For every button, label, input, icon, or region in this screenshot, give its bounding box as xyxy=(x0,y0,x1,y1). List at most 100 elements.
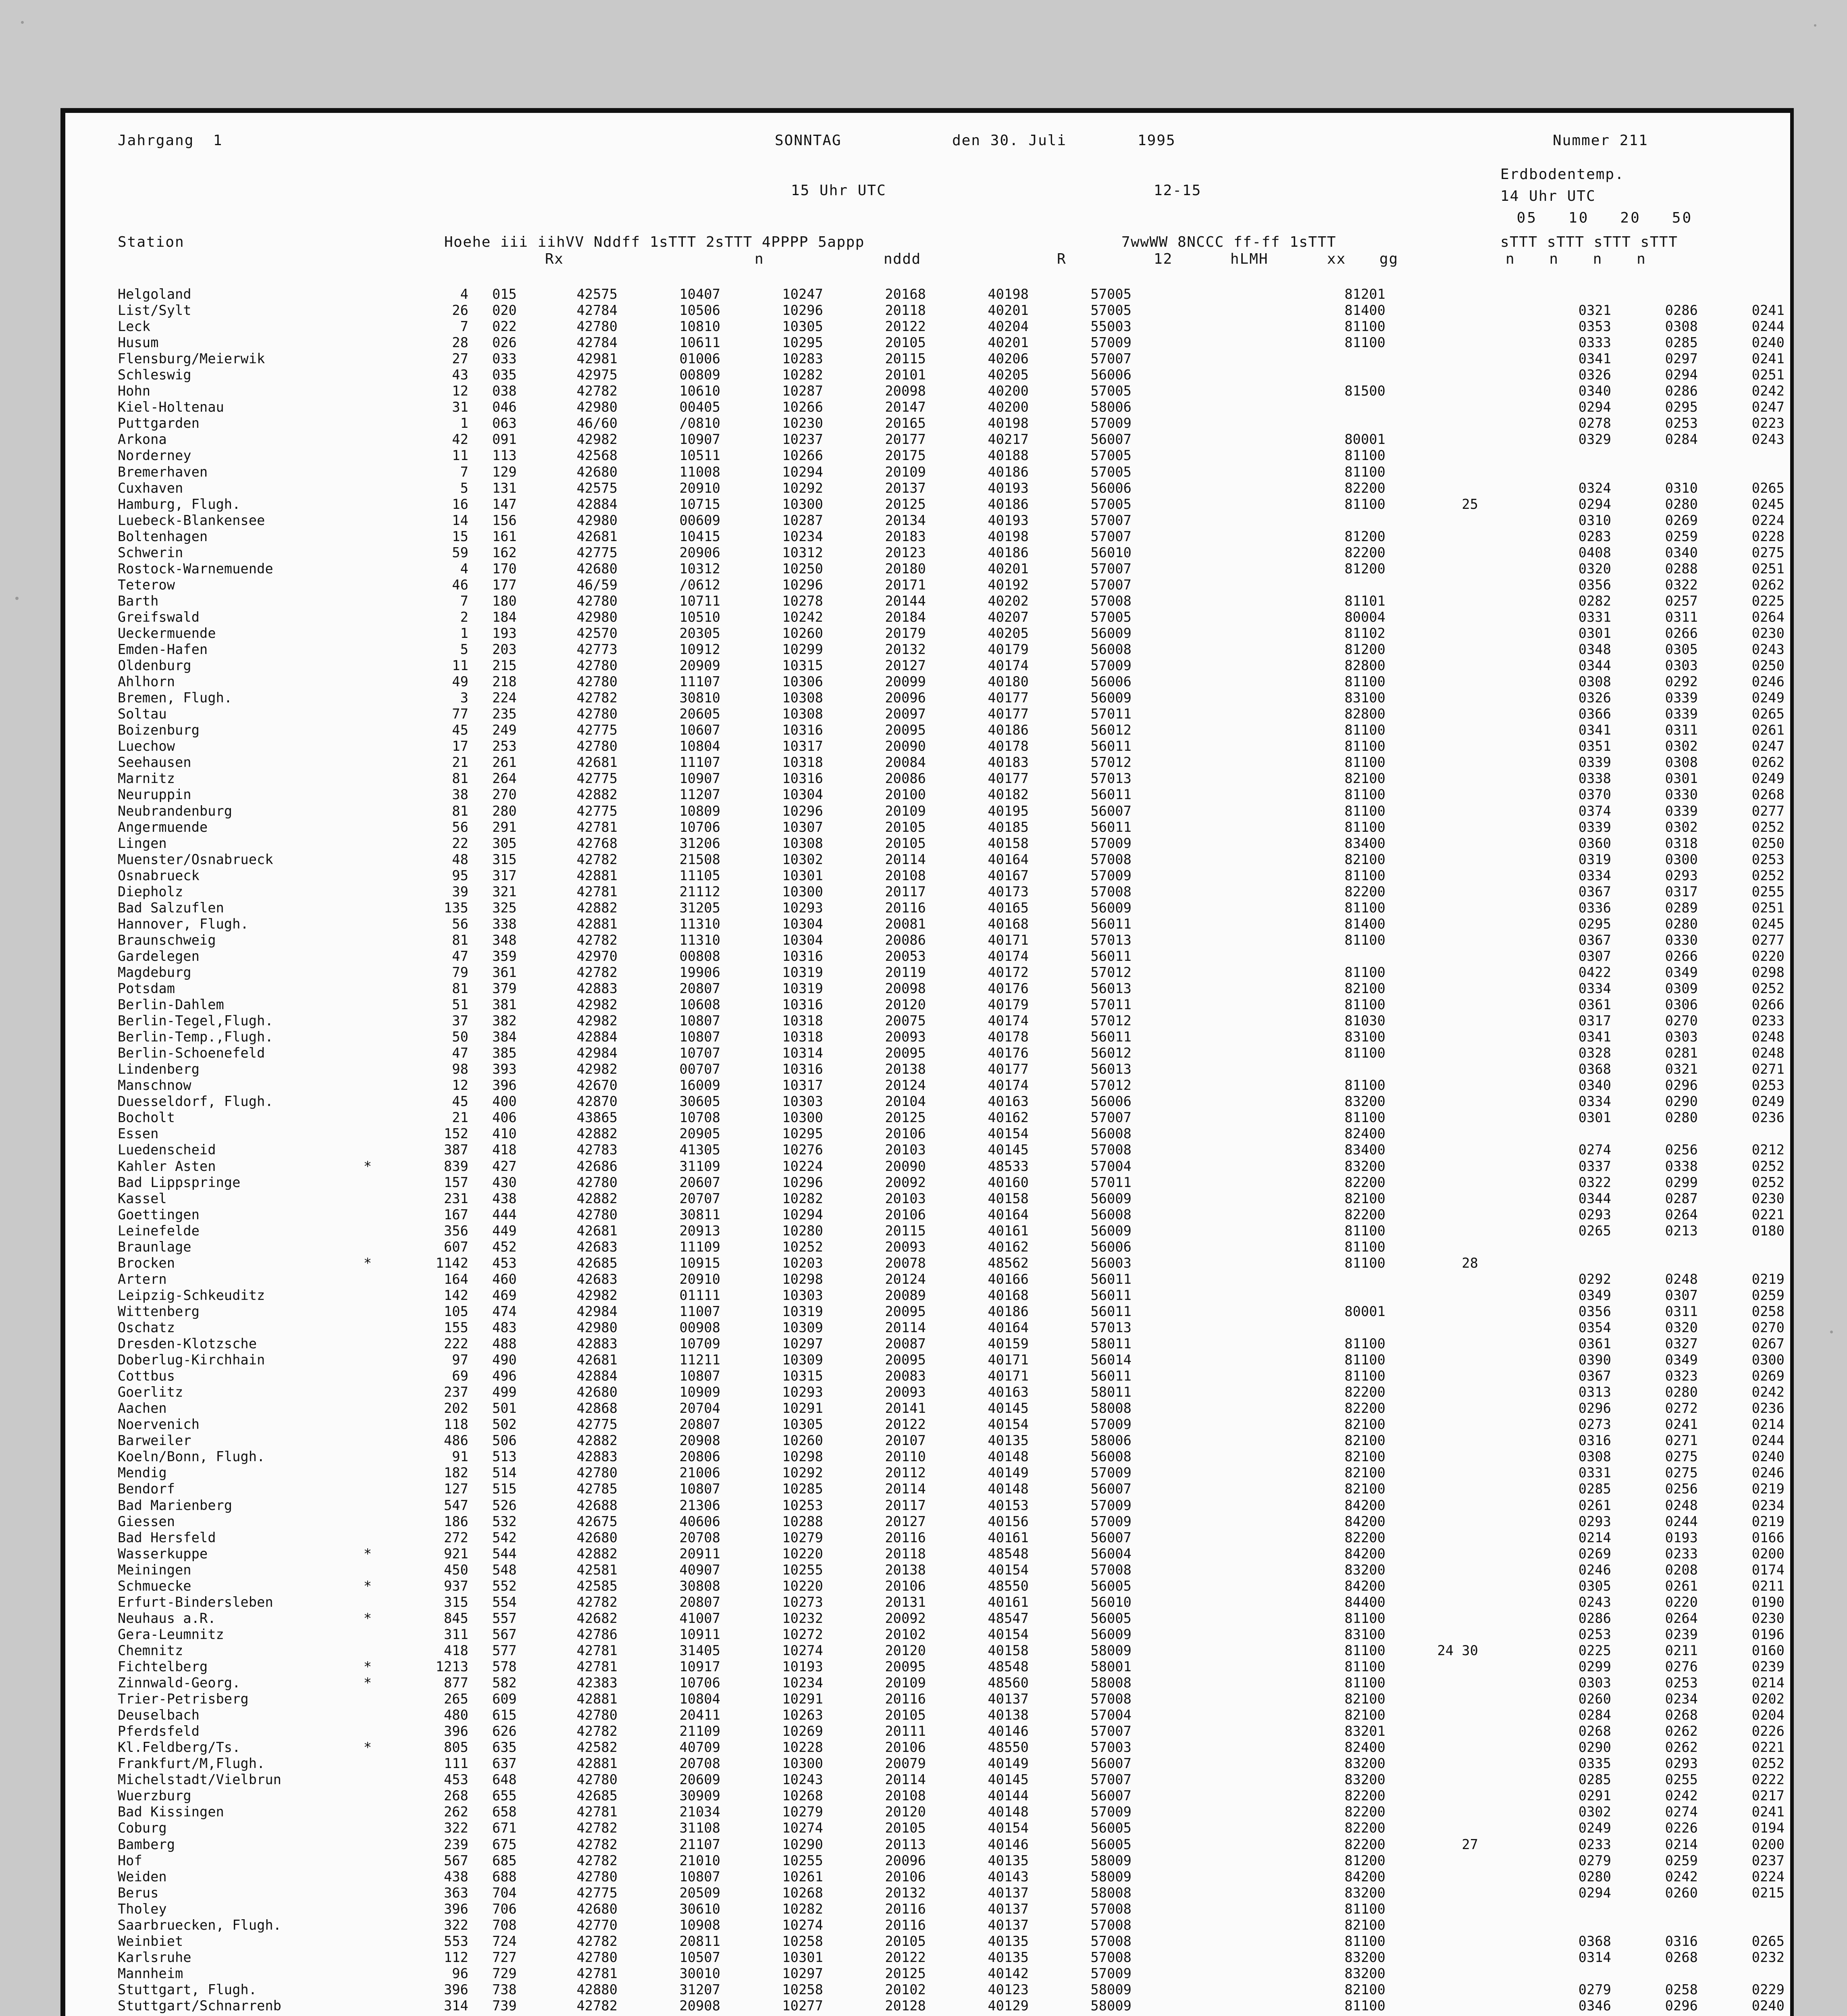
observation-code: 10301 xyxy=(782,1949,823,1965)
observation-code: 20086 xyxy=(885,771,926,787)
station-name: Goerlitz xyxy=(118,1384,183,1400)
observation-code: 10317 xyxy=(782,738,823,754)
station-name: Coburg xyxy=(118,1820,167,1836)
observation-code: 20106 xyxy=(885,1578,926,1594)
observation-code: 81100 xyxy=(1344,803,1385,819)
observation-code: 82100 xyxy=(1344,1691,1385,1707)
station-name: Chemnitz xyxy=(118,1642,183,1658)
observation-code: 10610 xyxy=(679,383,720,399)
observation-code: 0241 xyxy=(1665,1416,1698,1433)
observation-code: 31207 xyxy=(679,1981,720,1997)
observation-code: 40174 xyxy=(988,658,1029,674)
observation-code: 42781 xyxy=(576,1804,618,1820)
observation-code: 0294 xyxy=(1578,399,1611,415)
observation-code: 10318 xyxy=(782,1029,823,1045)
observation-code: 20124 xyxy=(885,1077,926,1093)
observation-code: 20123 xyxy=(885,544,926,560)
observation-code: 57012 xyxy=(1090,1077,1131,1093)
observation-code: 410 xyxy=(492,1126,517,1142)
observation-code: 26 xyxy=(452,302,468,319)
observation-code: 81030 xyxy=(1344,1013,1385,1029)
table-row: Trier-Petrisberg 265 609 42881 10804 10291 201… xyxy=(65,1691,1790,1707)
observation-code: 83200 xyxy=(1344,1949,1385,1965)
observation-code: 0390 xyxy=(1578,1352,1611,1368)
observation-code: 20090 xyxy=(885,738,926,754)
observation-code: 0261 xyxy=(1665,1578,1698,1594)
observation-code: 42780 xyxy=(517,2014,618,2016)
observation-code: 82200 xyxy=(1344,544,1385,560)
observation-code: 0286 xyxy=(1665,383,1698,399)
observation-code: 577 xyxy=(492,1642,517,1658)
observation-code: 42581 xyxy=(576,1562,618,1578)
station-name: Berlin-Tegel,Flugh. xyxy=(118,1013,273,1029)
table-row: Zinnwald-Georg. * 877 582 42383 10706 10234 201… xyxy=(65,1675,1790,1691)
observation-code: 1142 xyxy=(435,1255,468,1271)
observation-code: 10917 xyxy=(679,1658,720,1674)
observation-code: 0259 xyxy=(1665,528,1698,544)
observation-code: 83200 xyxy=(1344,1885,1385,1901)
observation-code: 231 xyxy=(444,1190,468,1206)
observation-code: 56009 xyxy=(1090,690,1131,706)
observation-code: 0230 xyxy=(1751,1190,1785,1206)
observation-code: 20102 xyxy=(885,1981,926,1997)
observation-code: 00809 xyxy=(679,367,720,383)
observation-code: 0275 xyxy=(1751,544,1785,560)
observation-code: 56011 xyxy=(1090,1368,1131,1384)
observation-code: 839 xyxy=(444,1158,468,1174)
observation-code: 20103 xyxy=(885,1142,926,1158)
table-row: Lindenberg 98 393 42982 00707 10316 20138 40177… xyxy=(65,1061,1790,1077)
observation-code: 40200 xyxy=(988,383,1029,399)
observation-code: 40167 xyxy=(988,867,1029,883)
station-name: Hannover, Flugh. xyxy=(118,916,249,932)
station-name: Oehringen xyxy=(65,2014,343,2016)
column-header-soil-sttt: sTTT sTTT sTTT sTTT xyxy=(1500,234,1678,250)
observation-code: 022 xyxy=(492,319,517,335)
observation-code: 305 xyxy=(492,835,517,851)
observation-code: 20910 xyxy=(679,480,720,496)
observation-code: 42882 xyxy=(576,1545,618,1562)
observation-code: 10907 xyxy=(679,431,720,448)
station-name: Lingen xyxy=(118,835,167,851)
station-name: Flensburg/Meierwik xyxy=(118,351,265,367)
observation-code: 272 xyxy=(444,1529,468,1545)
observation-code: 552 xyxy=(492,1578,517,1594)
observation-code: 400 xyxy=(492,1093,517,1110)
observation-code: /0810 xyxy=(679,415,720,431)
weekday-label: SONNTAG xyxy=(775,132,842,149)
station-name: Gardelegen xyxy=(118,948,200,964)
observation-code: 0296 xyxy=(1578,1400,1611,1416)
observation-code: 11 xyxy=(452,448,468,464)
observation-code: 0293 xyxy=(1665,867,1698,883)
observation-code: 96 xyxy=(452,1965,468,1981)
observation-code: 615 xyxy=(492,1707,517,1723)
observation-code: 0367 xyxy=(1578,932,1611,948)
observation-code: 0206 xyxy=(1785,351,1790,367)
observation-code: 57008 xyxy=(1090,883,1131,900)
observation-code: 42681 xyxy=(576,1352,618,1368)
observation-code: 10316 xyxy=(782,771,823,787)
observation-code: 56005 xyxy=(1090,1836,1131,1852)
observation-code: 0244 xyxy=(1751,1433,1785,1449)
observation-code: 0216 xyxy=(1785,1368,1790,1384)
observation-code: 10224 xyxy=(782,1158,823,1174)
observation-code: 0266 xyxy=(1665,948,1698,964)
observation-code: 42784 xyxy=(576,335,618,351)
observation-code: 547 xyxy=(444,1497,468,1513)
observation-code: 56007 xyxy=(1090,431,1131,448)
observation-code: 20120 xyxy=(885,997,926,1013)
observation-code: 0294 xyxy=(1578,1885,1611,1901)
observation-code: 57008 xyxy=(1090,1949,1131,1965)
table-row: Tholey 396 706 42680 30610 10282 20116 40137 570… xyxy=(65,1901,1790,1917)
observation-code: 0307 xyxy=(1578,948,1611,964)
observation-code: 0219 xyxy=(1785,1449,1790,1465)
observation-code: 0252 xyxy=(1751,1174,1785,1190)
observation-code: 0191 xyxy=(1785,1610,1790,1627)
observation-code: 58006 xyxy=(1090,1433,1131,1449)
station-name: Bad Kissingen xyxy=(118,1804,224,1820)
observation-code: 10308 xyxy=(782,835,823,851)
observation-code: 56 xyxy=(452,819,468,835)
observation-code: 10279 xyxy=(782,1529,823,1545)
mountain-station-marker: * xyxy=(363,1739,372,1756)
observation-code: 0277 xyxy=(1751,803,1785,819)
observation-code: 450 xyxy=(444,1562,468,1578)
